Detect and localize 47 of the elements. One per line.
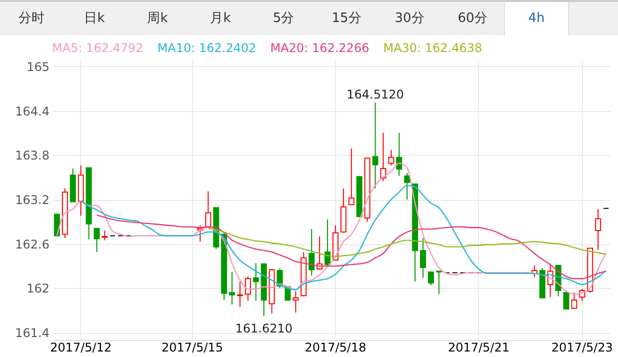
text: MA5: 162.4792: [52, 41, 144, 55]
y-tick-label: 161.4: [15, 326, 50, 340]
candlestick: [94, 228, 100, 253]
y-tick-label: 163.2: [15, 193, 50, 207]
text: 30分: [394, 10, 426, 28]
text: 4h: [504, 2, 569, 35]
y-tick-label: 162.6: [15, 237, 50, 252]
candlestick: [244, 276, 251, 302]
candlestick: [436, 270, 442, 295]
x-tick-label: 2017/5/15: [161, 340, 224, 354]
candlestick: [102, 230, 108, 241]
text: 月k: [209, 10, 232, 28]
y-tick-label: 164.4: [15, 104, 50, 118]
x-tick-label: 2017/5/18: [304, 340, 366, 354]
y-tick-label: 165: [26, 60, 50, 74]
y-tick-label: 163.8: [15, 148, 50, 163]
candlestick: [380, 132, 386, 182]
x-tick-label: 2017/5/21: [448, 340, 510, 354]
candlestick: [308, 228, 315, 276]
text: MA30: 162.4638: [383, 41, 482, 55]
text: MA20: 162.2266: [270, 41, 370, 55]
candlestick: [229, 271, 236, 306]
text: 60分: [456, 10, 488, 28]
text: 15分: [330, 10, 362, 28]
annotation: 164.5120: [346, 87, 404, 102]
text: 分时: [18, 10, 46, 28]
text: 周k: [146, 10, 169, 28]
candlestick: [571, 292, 578, 310]
candlestick: [205, 190, 212, 229]
x-tick-label: 2017/5/12: [50, 340, 112, 354]
candlestick: [420, 237, 426, 278]
text: 5分: [272, 10, 296, 28]
annotation: 161.6210: [235, 321, 292, 336]
x-tick-label: 2017/5/23: [551, 340, 613, 354]
candlestick: [404, 172, 410, 200]
candlestick: [292, 290, 299, 314]
candlestick: [348, 148, 354, 206]
y-tick-label: 162: [26, 282, 50, 296]
candlestick: [428, 271, 434, 286]
text: MA10: 162.2402: [157, 41, 256, 55]
candlestick: [388, 149, 394, 166]
text: 日k: [83, 10, 106, 28]
candlestick: [563, 290, 570, 310]
candlestick: [236, 281, 243, 308]
candlestick: [252, 262, 259, 302]
candlestick: [595, 208, 602, 250]
candlestick: [372, 102, 378, 189]
